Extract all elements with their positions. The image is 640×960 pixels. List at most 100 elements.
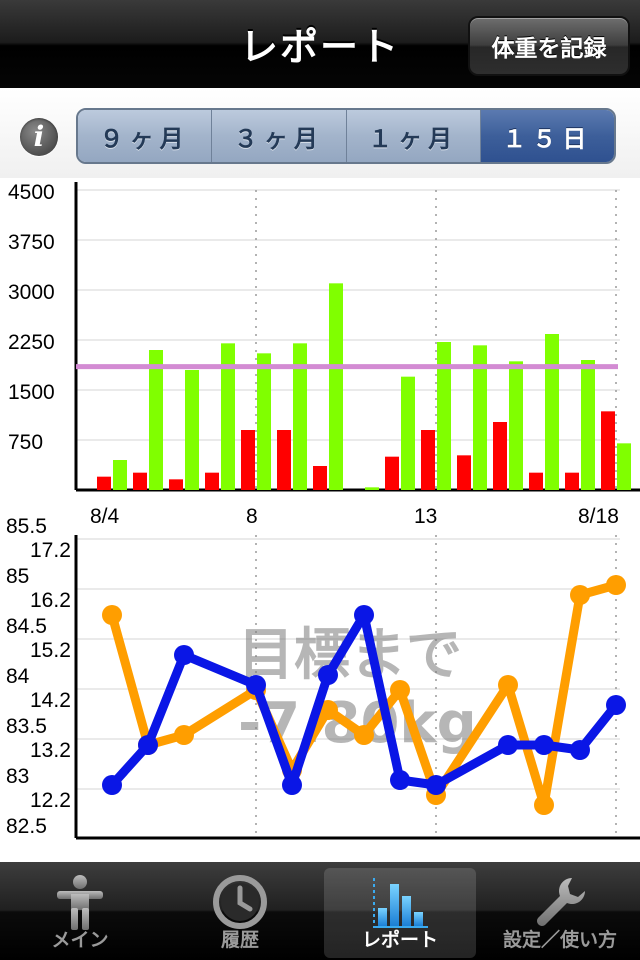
tab-main-label: メイン [51, 929, 109, 951]
page-title: レポート [239, 25, 400, 69]
date-axis: 8/4 8 13 8/18 [90, 505, 619, 528]
intake-calorie-bar [545, 334, 559, 490]
weight-point [534, 795, 554, 815]
calorie-tick-label: 750 [8, 431, 43, 454]
weight-tick-label: 85.5 [6, 515, 47, 538]
weight-lines [102, 575, 626, 815]
tab-report-label: レポート [361, 929, 438, 951]
intake-calorie-bar [473, 345, 487, 490]
burned-calorie-bar [457, 455, 471, 490]
intake-calorie-bar [185, 370, 199, 490]
calorie-tick-label: 4500 [8, 181, 55, 204]
tab-settings-label: 設定／使い方 [502, 929, 617, 951]
date-label: 8/4 [90, 505, 120, 528]
burned-calorie-bar [169, 479, 183, 490]
bar-chart-icon [373, 878, 428, 928]
body-fat-point [354, 605, 374, 625]
navigation-bar: レポート 体重を記録 [0, 0, 640, 89]
intake-calorie-bar [149, 350, 163, 490]
intake-calorie-bar [365, 487, 379, 490]
body-fat-point [246, 675, 266, 695]
burned-calorie-bar [205, 472, 219, 490]
burned-calorie-bar [529, 472, 543, 490]
body-fat-point [390, 770, 410, 790]
burned-calorie-bar [313, 466, 327, 490]
weight-point [390, 680, 410, 700]
intake-calorie-bar [221, 343, 235, 490]
body-fat-point [174, 645, 194, 665]
info-icon[interactable]: i [20, 118, 58, 156]
weight-point [354, 725, 374, 745]
body-fat-point [426, 775, 446, 795]
body-fat-point [282, 775, 302, 795]
tab-bar: メイン 履歴 レポート 設定／使い方 [0, 862, 640, 960]
date-label: 8/18 [578, 505, 619, 528]
burned-calorie-bar [97, 476, 111, 490]
body-fat-point [318, 665, 338, 685]
tab-report[interactable]: レポート [324, 868, 476, 958]
fat-tick-label: 13.2 [30, 739, 71, 762]
weight-tick-label: 84 [6, 665, 30, 688]
person-icon [57, 875, 103, 930]
clock-icon [213, 875, 267, 929]
burned-calorie-bar [601, 411, 615, 490]
report-charts: 4500 3750 3000 2250 1500 750 8/4 8 13 8/… [6, 181, 640, 840]
range-segmented-control: ９ヶ月 ３ヶ月 １ヶ月 １５日 [76, 108, 616, 164]
weight-point [498, 675, 518, 695]
calorie-y-axis: 4500 3750 3000 2250 1500 750 [8, 181, 55, 454]
calorie-bars [97, 283, 631, 490]
tab-history[interactable]: 履歴 [164, 868, 316, 958]
fat-tick-label: 15.2 [30, 639, 71, 662]
range-3-months[interactable]: ３ヶ月 [212, 110, 347, 162]
burned-calorie-bar [133, 472, 147, 490]
body-fat-point [138, 735, 158, 755]
intake-calorie-bar [293, 343, 307, 490]
weight-point [606, 575, 626, 595]
intake-calorie-bar [437, 342, 451, 490]
calorie-tick-label: 2250 [8, 331, 55, 354]
burned-calorie-bar [493, 422, 507, 490]
tab-main[interactable]: メイン [4, 868, 156, 958]
date-label: 13 [414, 505, 437, 528]
fat-tick-label: 16.2 [30, 589, 71, 612]
weight-point [102, 605, 122, 625]
burned-calorie-bar [385, 456, 399, 490]
weight-point [570, 585, 590, 605]
record-weight-button[interactable]: 体重を記録 [468, 16, 630, 76]
date-label: 8 [246, 505, 258, 528]
intake-calorie-bar [617, 443, 631, 490]
weight-point [174, 725, 194, 745]
body-fat-point [534, 735, 554, 755]
tab-history-label: 履歴 [220, 929, 259, 951]
burned-calorie-bar [565, 472, 579, 490]
fat-tick-label: 12.2 [30, 789, 71, 812]
intake-calorie-bar [581, 360, 595, 490]
range-9-months[interactable]: ９ヶ月 [78, 110, 213, 162]
burned-calorie-bar [241, 430, 255, 490]
wrench-icon [537, 878, 585, 926]
weight-tick-label: 83.5 [6, 715, 47, 738]
calorie-tick-label: 3750 [8, 231, 55, 254]
fat-y-axis: 17.2 16.2 15.2 14.2 13.2 12.2 [30, 539, 71, 812]
tab-settings[interactable]: 設定／使い方 [484, 868, 636, 958]
body-fat-point [102, 775, 122, 795]
body-fat-point [606, 695, 626, 715]
intake-calorie-bar [329, 283, 343, 490]
weight-y-axis: 85.5 85 84.5 84 83.5 83 82.5 [6, 515, 47, 838]
range-1-month[interactable]: １ヶ月 [346, 110, 481, 162]
intake-calorie-bar [401, 376, 415, 490]
body-fat-point [570, 740, 590, 760]
fat-tick-label: 17.2 [30, 539, 71, 562]
body-fat-point [498, 735, 518, 755]
weight-tick-label: 82.5 [6, 815, 47, 838]
weight-point [318, 700, 338, 720]
burned-calorie-bar [421, 430, 435, 490]
calorie-tick-label: 3000 [8, 281, 55, 304]
weight-tick-label: 83 [6, 765, 29, 788]
calorie-tick-label: 1500 [8, 381, 55, 404]
range-15-days[interactable]: １５日 [480, 110, 614, 162]
burned-calorie-bar [277, 430, 291, 490]
fat-tick-label: 14.2 [30, 689, 71, 712]
weight-tick-label: 84.5 [6, 615, 47, 638]
weight-tick-label: 85 [6, 565, 29, 588]
